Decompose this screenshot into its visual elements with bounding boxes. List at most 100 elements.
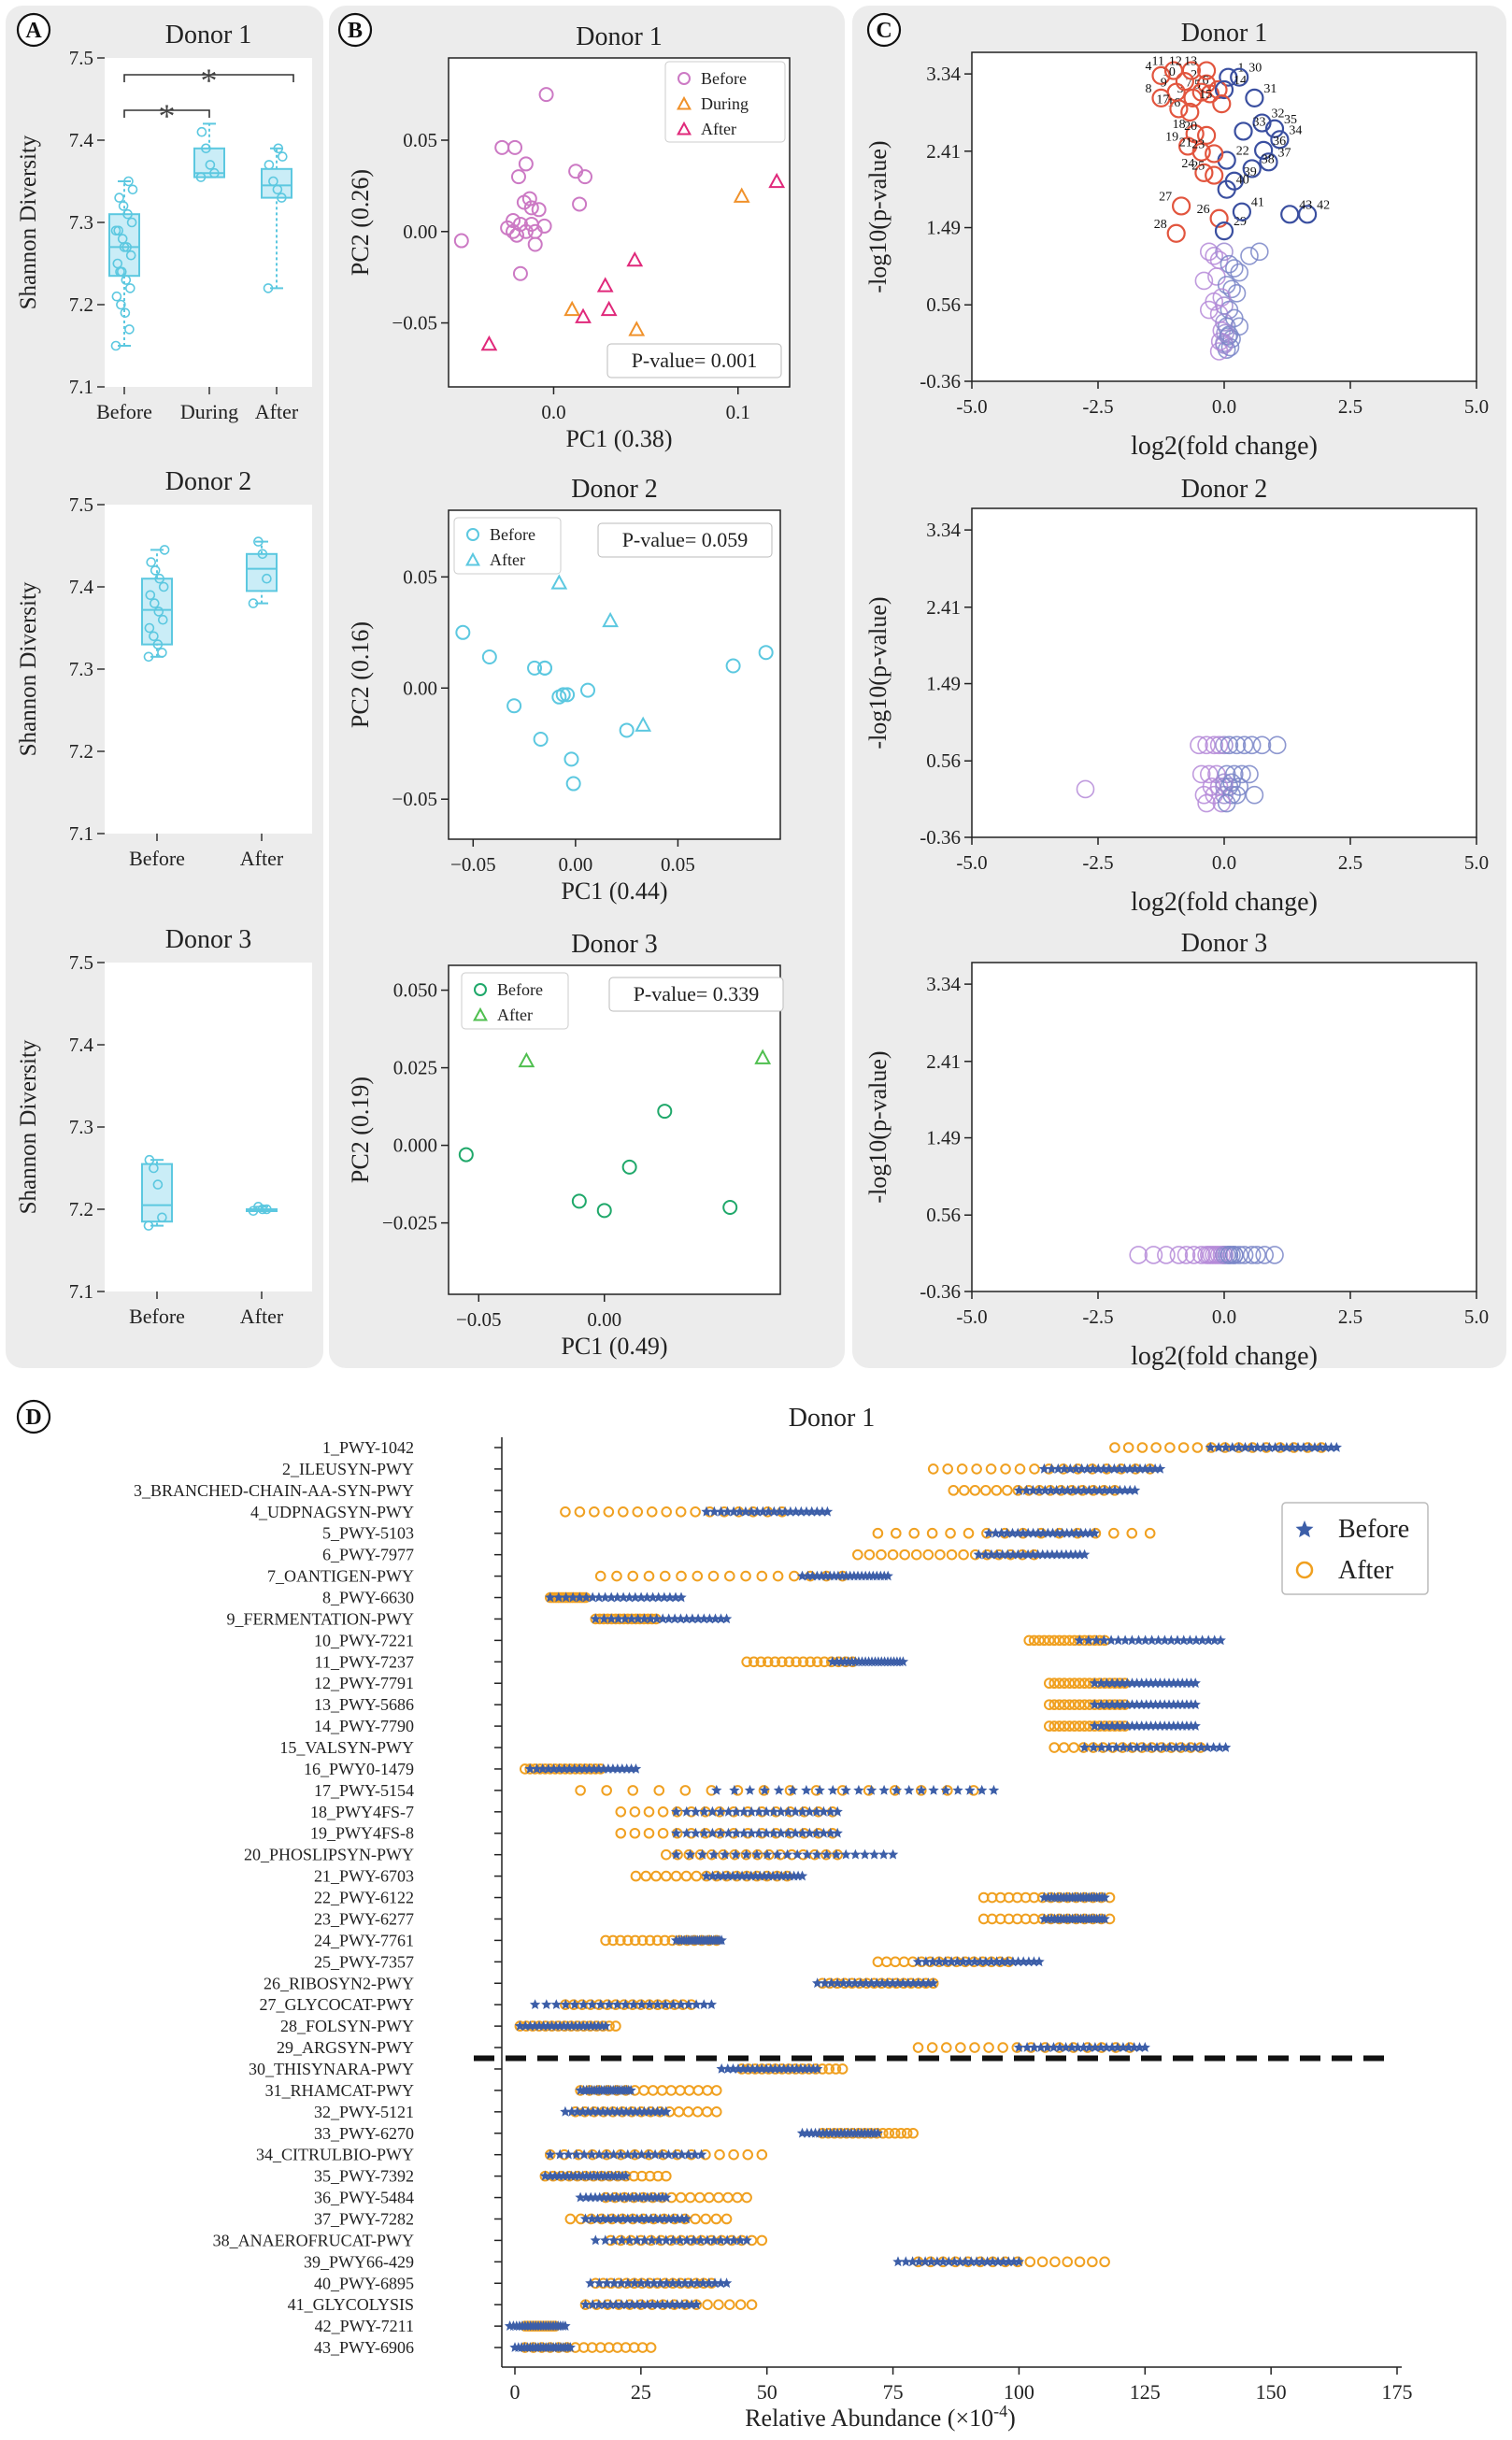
data-point-before-star [781, 1848, 793, 1860]
data-point-before-star [1073, 1484, 1084, 1495]
x-tick-label: −0.05 [456, 1308, 502, 1331]
data-point-before-star [656, 2148, 667, 2160]
data-point-circle [722, 1200, 738, 1216]
data-point-after-circle [751, 1848, 763, 1861]
data-point-before-star [1111, 1699, 1123, 1709]
data-point-after-circle [783, 1656, 795, 1668]
data-point [124, 324, 135, 335]
data-point-after-circle [610, 2020, 621, 2032]
data-point-before-star [684, 1848, 696, 1860]
data-point-before-star [977, 1784, 988, 1795]
y-tick-label: 3.34 [926, 519, 961, 541]
data-point-after-circle [1023, 1634, 1035, 1647]
data-point-before-star [1184, 1634, 1196, 1646]
data-point-before-star [586, 2084, 597, 2095]
data-point-before-star [1008, 2256, 1020, 2267]
chart-title: Donor 1 [789, 1404, 876, 1433]
data-point-before-star [900, 2256, 911, 2267]
data-point-circle [512, 265, 528, 281]
data-point-before-star [1205, 1442, 1217, 1452]
data-point [116, 299, 126, 310]
volcano-point [1205, 735, 1223, 755]
x-tick-label: 5.0 [1464, 1306, 1489, 1328]
data-point-before-star [545, 2342, 557, 2352]
data-point-before-star [804, 1805, 815, 1817]
data-point-after-circle [679, 1785, 692, 1796]
volcano-point-significant [1230, 67, 1249, 87]
data-point-before-star [661, 2234, 672, 2246]
data-point-after-circle [628, 2342, 640, 2353]
data-point-after-circle [872, 1956, 884, 1968]
data-point-before-star [1039, 1484, 1050, 1495]
volcano-point [1209, 342, 1229, 361]
data-point-before-star [620, 2170, 632, 2181]
point-label: 12 [1169, 55, 1182, 69]
data-point-before-star [670, 1848, 682, 1860]
data-point-after-circle [997, 2042, 1008, 2053]
data-point-before-star [1090, 2042, 1101, 2052]
data-point-before-star [697, 2277, 708, 2289]
data-point-before-star [1084, 2042, 1095, 2052]
data-point-after-circle [777, 1656, 788, 1668]
data-point-before-star [1106, 1677, 1118, 1689]
pathway-label: 38_ANAEROFRUCAT-PWY [213, 2231, 414, 2249]
point-label: 7 [1186, 77, 1192, 91]
volcano-point [1215, 773, 1234, 792]
y-tick-label: 7.3 [69, 1116, 93, 1138]
data-point-before-star [639, 2234, 650, 2246]
data-point-before-star [878, 1784, 890, 1795]
data-point-before-star [667, 2234, 678, 2246]
data-point-before-star [621, 2299, 633, 2310]
x-axis-label-close: ) [1007, 2404, 1016, 2432]
data-point-before-star [1078, 1548, 1091, 1560]
data-point-after-circle [575, 1785, 586, 1796]
data-point-before-star [1178, 1634, 1190, 1646]
data-point-before-star [818, 1805, 830, 1817]
data-point-before-star [602, 2105, 613, 2117]
y-tick-label: 7.3 [69, 211, 93, 234]
data-point-before-star [706, 1827, 719, 1838]
volcano-point-significant [1234, 121, 1253, 141]
data-point-after-circle [983, 2042, 994, 2053]
y-tick-label: 0.025 [393, 1057, 437, 1079]
data-point-before-star [1139, 1634, 1151, 1646]
panel-label-text: C [876, 19, 892, 43]
data-point-before-star [629, 2148, 640, 2160]
volcano-point [1215, 1246, 1234, 1264]
data-point-after-circle [756, 2148, 768, 2161]
data-point-before-star [1112, 2042, 1123, 2052]
data-point-after-circle [622, 1934, 634, 1947]
data-point-after-circle [651, 1934, 663, 1947]
legend-label: After [490, 550, 525, 569]
volcano-point [1267, 735, 1287, 755]
data-point-before-star [636, 1999, 648, 2009]
data-point-before-star [757, 1505, 769, 1517]
data-point-before-star [612, 1591, 623, 1603]
data-point-before-star [690, 1805, 702, 1817]
pathway-label: 42_PWY-7211 [315, 2317, 414, 2335]
data-point-before-star [715, 1827, 726, 1838]
data-point-before-star [649, 2148, 661, 2160]
volcano-point [1209, 1246, 1229, 1264]
data-point-before-star [1066, 1527, 1077, 1538]
data-point-after-circle [1078, 1699, 1091, 1710]
data-point-before-star [797, 1827, 808, 1838]
data-point-before-star [616, 2234, 628, 2246]
x-tick-label: -2.5 [1082, 395, 1113, 418]
data-point-after-circle [876, 1548, 887, 1561]
data-point-before-star [654, 2277, 666, 2289]
volcano-point [1169, 1246, 1189, 1264]
data-point-before-star [892, 2256, 904, 2267]
volcano-point [1225, 1246, 1244, 1264]
point-label: 17 [1156, 93, 1169, 107]
data-point-before-star [545, 2148, 556, 2160]
legend-label-before: Before [1338, 1515, 1409, 1544]
data-point-after-circle [722, 2191, 734, 2204]
data-point-after-circle [1177, 1442, 1190, 1453]
data-point-before-star [988, 1784, 1000, 1795]
data-point-before-star [1042, 1548, 1053, 1560]
data-point-before-star [821, 1505, 834, 1517]
data-point-before-star [593, 1591, 605, 1603]
data-point-after-circle [720, 2213, 733, 2225]
data-point-before-star [1172, 1720, 1184, 1731]
